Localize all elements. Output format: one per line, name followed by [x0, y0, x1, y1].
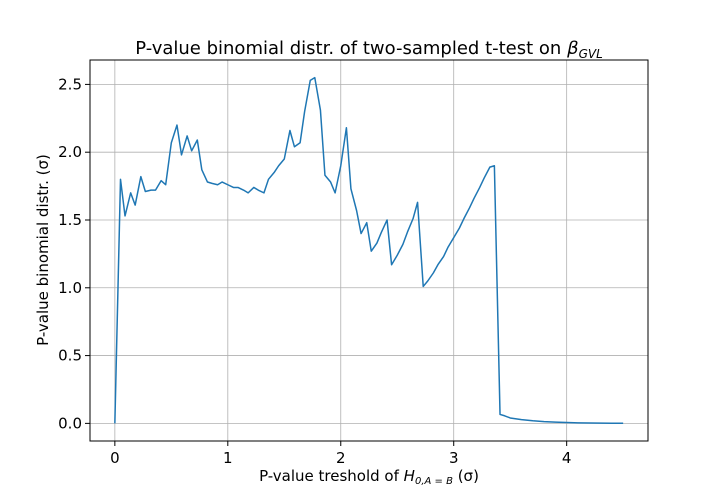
chart-title-text: P-value binomial distr. of two-sampled t…: [135, 38, 567, 59]
series-line: [114, 76, 624, 424]
x-tick-label: 3: [449, 449, 459, 467]
x-axis-ticks: 0 1 2 3 4: [110, 441, 571, 467]
x-axis-label-text: P-value treshold of: [259, 467, 404, 485]
y-axis-ticks: 0.0 0.5 1.0 1.5 2.0 2.5: [58, 75, 90, 432]
x-axis-label-sub: 0,A = B: [415, 476, 453, 487]
y-axis-label: P-value binomial distr. (σ): [34, 154, 52, 346]
x-axis-label: P-value treshold of H0,A = B (σ): [259, 467, 479, 487]
chart-title-sub: GVL: [579, 47, 603, 61]
y-tick-label: 2.0: [58, 143, 82, 161]
y-tick-label: 1.5: [58, 211, 82, 229]
x-axis-label-unit: (σ): [453, 467, 479, 485]
plot-frame: [89, 59, 649, 442]
x-tick-label: 4: [562, 449, 572, 467]
y-tick-label: 2.5: [58, 75, 82, 93]
x-tick-label: 0: [110, 449, 120, 467]
y-tick-label: 0.0: [58, 414, 82, 432]
y-tick-label: 1.0: [58, 279, 82, 297]
chart-title-beta: β: [566, 38, 579, 59]
y-tick-label: 0.5: [58, 347, 82, 365]
x-tick-label: 1: [223, 449, 233, 467]
x-tick-label: 2: [336, 449, 346, 467]
x-axis-label-h: H: [404, 467, 415, 485]
chart-title: P-value binomial distr. of two-sampled t…: [135, 38, 603, 61]
plot-area: [114, 76, 624, 424]
grid: [90, 60, 648, 441]
